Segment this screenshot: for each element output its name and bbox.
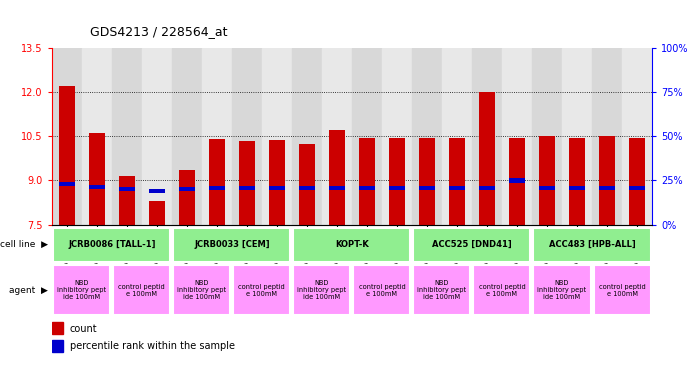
Bar — [448, 186, 465, 190]
Bar — [359, 138, 375, 225]
Text: ACC525 [DND41]: ACC525 [DND41] — [432, 240, 512, 249]
Bar — [292, 48, 322, 225]
Text: control peptid
e 100mM: control peptid e 100mM — [119, 284, 165, 296]
Bar — [569, 138, 585, 225]
Bar — [268, 186, 285, 190]
Text: control peptid
e 100mM: control peptid e 100mM — [599, 284, 645, 296]
Bar — [179, 187, 195, 191]
Text: NBD
inhibitory pept
ide 100mM: NBD inhibitory pept ide 100mM — [57, 280, 106, 300]
Bar — [119, 176, 135, 225]
Bar — [472, 48, 502, 225]
Bar — [382, 48, 412, 225]
Bar — [629, 186, 645, 190]
Bar — [412, 48, 442, 225]
Bar — [299, 144, 315, 225]
Text: NBD
inhibitory pept
ide 100mM: NBD inhibitory pept ide 100mM — [417, 280, 466, 300]
Bar — [419, 138, 435, 225]
Bar — [233, 265, 290, 315]
Bar — [262, 48, 292, 225]
Bar — [142, 48, 172, 225]
Bar — [442, 48, 472, 225]
Text: JCRB0086 [TALL-1]: JCRB0086 [TALL-1] — [68, 240, 155, 249]
Bar — [533, 228, 651, 262]
Bar — [599, 186, 615, 190]
Bar — [388, 186, 405, 190]
Text: control peptid
e 100mM: control peptid e 100mM — [479, 284, 525, 296]
Bar — [239, 141, 255, 225]
Bar — [148, 201, 165, 225]
Bar — [112, 48, 142, 225]
Bar — [479, 92, 495, 225]
Bar — [359, 186, 375, 190]
Bar — [53, 265, 110, 315]
Bar — [532, 48, 562, 225]
Text: percentile rank within the sample: percentile rank within the sample — [70, 341, 235, 351]
Text: NBD
inhibitory pept
ide 100mM: NBD inhibitory pept ide 100mM — [297, 280, 346, 300]
Bar — [413, 228, 531, 262]
Bar — [322, 48, 352, 225]
Bar — [473, 265, 531, 315]
Bar — [353, 265, 411, 315]
Bar — [539, 136, 555, 225]
Bar — [201, 48, 232, 225]
Bar — [208, 139, 225, 225]
Text: cell line  ▶: cell line ▶ — [0, 240, 48, 249]
Bar — [148, 189, 165, 193]
Text: agent  ▶: agent ▶ — [10, 286, 48, 295]
Bar — [622, 48, 652, 225]
Text: GDS4213 / 228564_at: GDS4213 / 228564_at — [90, 25, 227, 38]
Bar — [268, 140, 285, 225]
Bar — [592, 48, 622, 225]
Bar — [629, 138, 645, 225]
Bar — [328, 131, 345, 225]
Bar — [533, 265, 591, 315]
Bar — [173, 228, 290, 262]
Bar — [479, 186, 495, 190]
Bar — [593, 265, 651, 315]
Bar — [502, 48, 532, 225]
Bar — [119, 187, 135, 191]
Bar — [59, 182, 75, 186]
Bar — [419, 186, 435, 190]
Text: NBD
inhibitory pept
ide 100mM: NBD inhibitory pept ide 100mM — [538, 280, 586, 300]
Bar — [448, 138, 465, 225]
Bar — [293, 265, 351, 315]
Bar — [113, 265, 170, 315]
Text: ACC483 [HPB-ALL]: ACC483 [HPB-ALL] — [549, 240, 635, 249]
Bar — [239, 186, 255, 190]
Text: control peptid
e 100mM: control peptid e 100mM — [359, 284, 405, 296]
Text: count: count — [70, 323, 97, 334]
Bar — [232, 48, 262, 225]
Bar — [509, 179, 525, 182]
Bar — [293, 228, 411, 262]
Bar — [52, 322, 63, 334]
Bar — [569, 186, 585, 190]
Bar — [208, 186, 225, 190]
Bar — [352, 48, 382, 225]
Bar — [53, 228, 170, 262]
Bar — [172, 48, 201, 225]
Bar — [52, 339, 63, 352]
Bar — [179, 170, 195, 225]
Text: control peptid
e 100mM: control peptid e 100mM — [239, 284, 285, 296]
Bar — [562, 48, 592, 225]
Bar — [413, 265, 471, 315]
Bar — [328, 186, 345, 190]
Bar — [59, 86, 75, 225]
Bar — [509, 138, 525, 225]
Bar — [88, 185, 105, 189]
Text: NBD
inhibitory pept
ide 100mM: NBD inhibitory pept ide 100mM — [177, 280, 226, 300]
Text: KOPT-K: KOPT-K — [335, 240, 368, 249]
Bar — [81, 48, 112, 225]
Bar — [52, 48, 81, 225]
Bar — [299, 186, 315, 190]
Text: JCRB0033 [CEM]: JCRB0033 [CEM] — [194, 240, 270, 249]
Bar — [539, 186, 555, 190]
Bar — [388, 138, 405, 225]
Bar — [599, 136, 615, 225]
Bar — [88, 133, 105, 225]
Bar — [173, 265, 230, 315]
